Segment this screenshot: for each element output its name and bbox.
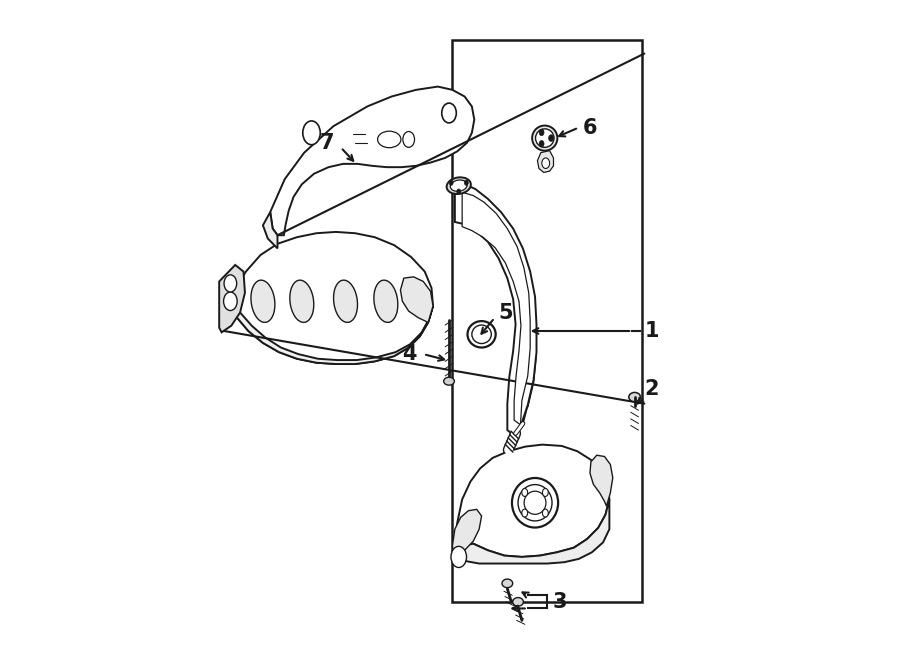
Ellipse shape [518,485,552,521]
Ellipse shape [446,177,471,194]
Ellipse shape [524,491,546,514]
Text: 1: 1 [644,321,659,341]
Circle shape [539,140,544,147]
Circle shape [451,546,466,567]
Ellipse shape [290,280,314,322]
Ellipse shape [472,325,491,344]
Polygon shape [270,87,474,235]
Circle shape [457,189,461,194]
Ellipse shape [532,126,557,151]
Circle shape [543,489,548,496]
Polygon shape [462,192,530,425]
Circle shape [522,509,527,517]
Ellipse shape [513,598,524,606]
Polygon shape [453,509,482,559]
Polygon shape [220,265,245,332]
Polygon shape [590,455,613,506]
Circle shape [449,180,453,185]
Ellipse shape [467,321,496,348]
Circle shape [442,103,456,123]
Circle shape [549,135,554,142]
Polygon shape [263,212,277,248]
Text: 7: 7 [320,132,335,153]
Text: 5: 5 [499,303,513,322]
Polygon shape [537,151,554,173]
Circle shape [539,129,544,136]
Circle shape [302,121,320,145]
Text: 6: 6 [582,118,598,138]
Ellipse shape [444,377,454,385]
Ellipse shape [536,129,554,148]
Text: 3: 3 [553,592,568,612]
Ellipse shape [378,131,400,148]
Ellipse shape [334,280,357,322]
Ellipse shape [512,478,558,528]
Bar [453,40,642,602]
Polygon shape [454,185,534,437]
Ellipse shape [502,579,513,588]
Polygon shape [454,182,536,437]
Ellipse shape [450,180,467,191]
Polygon shape [454,445,609,557]
Circle shape [522,489,527,496]
Polygon shape [221,286,433,364]
Polygon shape [224,232,433,364]
Circle shape [543,509,548,517]
Circle shape [542,158,550,169]
Ellipse shape [374,280,398,322]
Ellipse shape [629,393,641,402]
Circle shape [403,132,415,148]
Circle shape [464,180,468,185]
Circle shape [223,292,238,310]
Text: 4: 4 [402,344,417,364]
Polygon shape [400,277,433,322]
Polygon shape [454,212,536,410]
Polygon shape [454,499,609,563]
Text: 2: 2 [644,379,659,399]
Circle shape [224,275,237,292]
Ellipse shape [251,280,274,322]
